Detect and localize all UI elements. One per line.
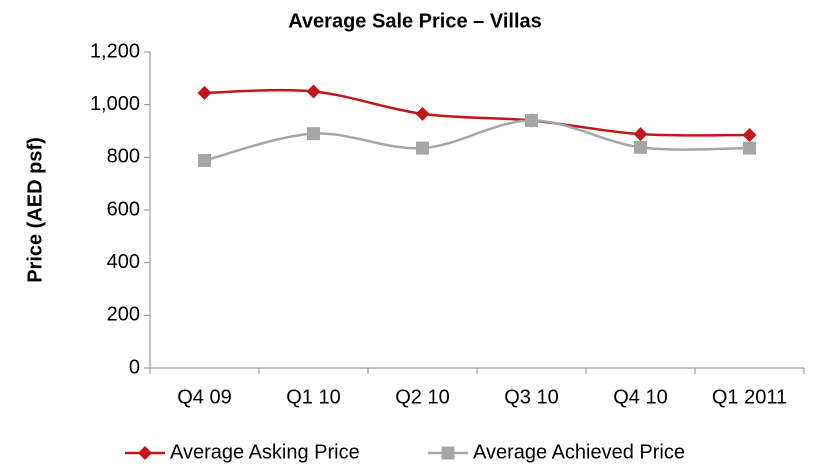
marker (633, 127, 648, 142)
y-tick-label: 1,200 (90, 40, 140, 62)
marker (198, 153, 211, 167)
marker (307, 127, 320, 141)
marker (197, 85, 212, 100)
y-tick-label: 0 (129, 356, 140, 378)
marker (634, 140, 647, 154)
x-tick-label: Q3 10 (504, 386, 558, 408)
series-line (204, 88, 750, 137)
x-tick-label: Q1 2011 (712, 386, 787, 408)
marker (441, 446, 455, 460)
x-tick-label: Q2 10 (395, 386, 449, 408)
y-tick-label: 800 (107, 146, 140, 168)
marker (306, 84, 321, 99)
marker (416, 141, 429, 155)
legend-label: Average Achieved Price (473, 441, 685, 463)
series-line (204, 119, 750, 162)
marker (138, 446, 152, 460)
marker (743, 141, 756, 155)
y-tick-label: 400 (107, 251, 140, 273)
y-tick-label: 200 (107, 304, 140, 326)
y-tick-label: 600 (107, 198, 140, 220)
marker (525, 113, 538, 127)
marker (742, 127, 757, 142)
x-tick-label: Q4 10 (613, 386, 667, 408)
chart-title: Average Sale Price – Villas (288, 10, 542, 32)
y-axis-label: Price (AED psf) (24, 137, 46, 283)
legend-label: Average Asking Price (170, 441, 360, 463)
x-tick-label: Q4 09 (177, 386, 231, 408)
x-tick-label: Q1 10 (286, 386, 340, 408)
y-tick-label: 1,000 (90, 93, 140, 115)
marker (415, 106, 430, 121)
